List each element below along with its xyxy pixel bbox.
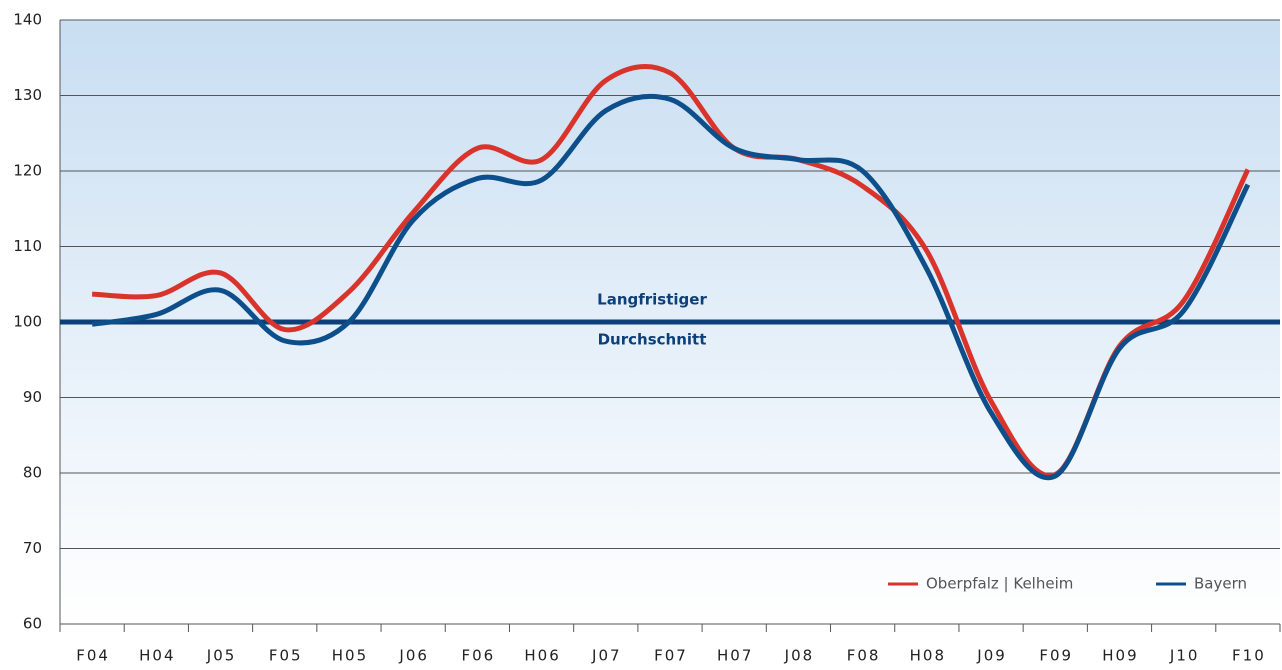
y-tick-label: 80 [23,464,42,482]
x-tick-label: F08 [847,647,881,665]
y-tick-label: 120 [13,162,42,180]
x-tick-label: J07 [591,647,622,665]
x-tick-label: H04 [139,647,175,665]
y-tick-label: 70 [23,539,42,557]
x-tick-label: J09 [976,647,1007,665]
series-line [91,93,1251,481]
x-tick-label: H07 [717,647,753,665]
x-tick-label: F10 [1232,647,1266,665]
x-tick-label: J10 [1169,647,1200,665]
x-tick-label: J06 [398,647,429,665]
annotation: Durchschnitt [598,331,707,349]
x-tick-label: F09 [1039,647,1073,665]
x-tick-label: H06 [524,647,560,665]
legend-label: Bayern [1194,575,1247,593]
y-tick-label: 140 [13,11,42,29]
x-tick-label: H09 [1102,647,1138,665]
y-tick-label: 100 [13,313,42,331]
y-tick-label: 130 [13,86,42,104]
legend-label: Oberpfalz | Kelheim [926,575,1073,593]
x-tick-label: J08 [784,647,815,665]
x-tick-label: F06 [462,647,496,665]
y-tick-label: 90 [23,388,42,406]
x-tick-label: H05 [332,647,368,665]
x-tick-label: J05 [206,647,237,665]
y-tick-label: 110 [13,237,42,255]
x-tick-label: F04 [76,647,110,665]
x-tick-label: F05 [269,647,303,665]
x-tick-label: H08 [910,647,946,665]
y-tick-label: 60 [23,615,42,633]
annotation: Langfristiger [597,291,707,309]
x-tick-label: F07 [654,647,688,665]
